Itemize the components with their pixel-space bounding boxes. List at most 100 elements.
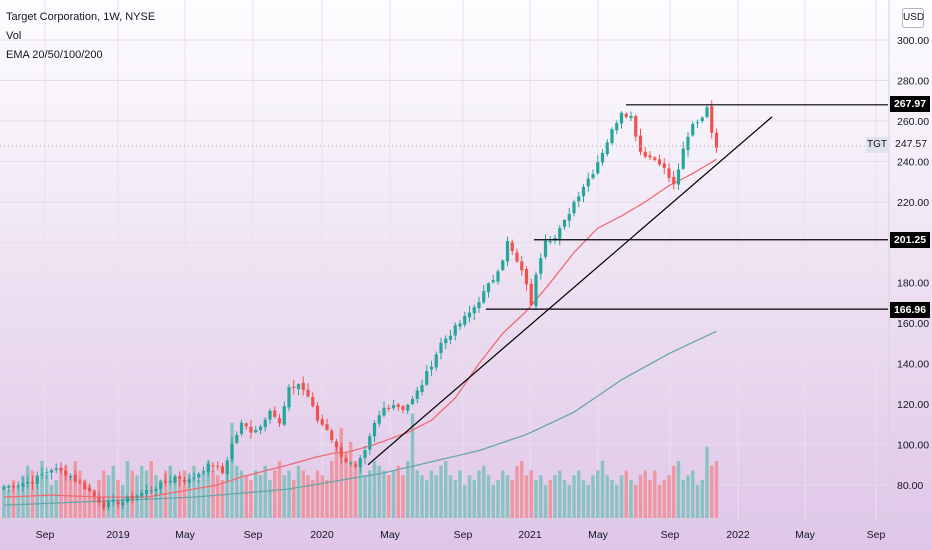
volume-bar: [73, 461, 77, 518]
volume-bar: [192, 465, 196, 518]
volume-bar: [178, 480, 182, 518]
candle-body: [287, 387, 291, 408]
candle-body: [92, 491, 96, 497]
candle-body: [539, 258, 543, 274]
volume-bar: [306, 475, 310, 518]
volume-bar: [515, 465, 519, 518]
candle-body: [477, 302, 481, 308]
candle-body: [700, 117, 704, 122]
candle-body: [615, 123, 619, 131]
candle: [520, 256, 524, 276]
candle: [211, 461, 215, 473]
volume-bar: [472, 480, 476, 518]
price-tick-label: 100.00: [897, 440, 929, 452]
candle: [254, 425, 258, 434]
volume-bar: [619, 475, 624, 518]
candle-body: [553, 238, 557, 241]
candle-body: [591, 174, 595, 179]
candle: [539, 253, 543, 280]
volume-bar: [40, 461, 44, 518]
volume-bar: [78, 470, 82, 518]
price-axis[interactable]: 300.00280.00260.00240.00220.00200.00180.…: [888, 0, 929, 520]
chart-title[interactable]: Target Corporation, 1W, NYSE: [6, 11, 156, 23]
volume-bar: [477, 470, 481, 518]
candle: [710, 100, 714, 139]
candle: [572, 199, 576, 217]
candle: [463, 311, 467, 328]
volume-bar: [344, 451, 348, 518]
candle-body: [662, 163, 666, 168]
volume-bar: [92, 489, 96, 518]
time-axis[interactable]: Sep 2019 May Sep 2020 May Sep 2021 May Sep 2022 May…: [0, 519, 932, 541]
price-tick-label: 280.00: [897, 75, 929, 87]
volume-bar: [605, 475, 609, 518]
candle: [268, 408, 272, 425]
level-tag-201[interactable]: 201.25: [890, 232, 930, 248]
volume-bar: [463, 484, 467, 518]
volume-bar: [486, 475, 491, 518]
candle: [301, 376, 305, 396]
candle-body: [187, 479, 191, 483]
volume-bar: [273, 470, 277, 518]
volume-bar: [315, 470, 320, 518]
candle-body: [140, 492, 144, 497]
candle: [648, 151, 652, 160]
candle: [2, 485, 6, 492]
volume-bar: [600, 461, 605, 518]
candle: [59, 461, 63, 475]
candle-body: [325, 424, 329, 430]
volume-bar: [634, 484, 638, 518]
volume-bar: [482, 465, 486, 518]
level-tag-267[interactable]: 267.97: [890, 96, 930, 112]
volume-bar: [263, 465, 267, 518]
candle: [444, 335, 448, 349]
candle: [363, 445, 367, 465]
price-tick-label: 160.00: [897, 318, 929, 330]
level-tag-166[interactable]: 166.96: [890, 302, 930, 318]
candle-body: [363, 450, 367, 459]
candle-body: [182, 479, 187, 482]
price-tick-label: 80.00: [897, 480, 923, 492]
candle-body: [235, 435, 239, 443]
volume-bar: [662, 480, 666, 518]
volume-bar: [54, 480, 58, 518]
candle-body: [263, 419, 267, 428]
volume-bar: [448, 475, 453, 518]
price-tick-label: 140.00: [897, 359, 929, 371]
candle-body: [600, 152, 605, 163]
candle-body: [396, 404, 400, 407]
volume-bar: [691, 470, 695, 518]
volume-legend[interactable]: Vol: [6, 30, 22, 42]
volume-bar: [577, 470, 581, 518]
candle: [182, 476, 187, 485]
candle-body: [21, 483, 25, 487]
candle-body: [529, 283, 533, 305]
volume-bar: [458, 470, 462, 518]
candle-body: [534, 274, 538, 307]
candle-body: [163, 480, 168, 483]
volume-bar: [643, 470, 647, 518]
candle-body: [710, 106, 714, 133]
volume-bar: [154, 475, 158, 518]
candle: [634, 114, 638, 142]
currency-button[interactable]: USD: [902, 8, 924, 28]
candle: [168, 475, 172, 485]
volume-bar: [330, 461, 334, 518]
candle-body: [676, 169, 681, 185]
candle: [615, 120, 619, 135]
candle-body: [7, 485, 11, 488]
ema-legend[interactable]: EMA 20/50/100/200: [6, 49, 103, 61]
volume-bar: [235, 465, 239, 518]
volume-bar: [368, 470, 372, 518]
candle-body: [273, 410, 277, 417]
candle-body: [420, 385, 424, 392]
candle: [700, 116, 704, 124]
drawn-trendlines[interactable]: [0, 104, 888, 466]
candle-body: [695, 122, 700, 124]
candle: [353, 461, 358, 469]
volume-bar: [548, 480, 552, 518]
candle: [121, 498, 125, 510]
time-tick-label: Sep: [454, 529, 473, 541]
